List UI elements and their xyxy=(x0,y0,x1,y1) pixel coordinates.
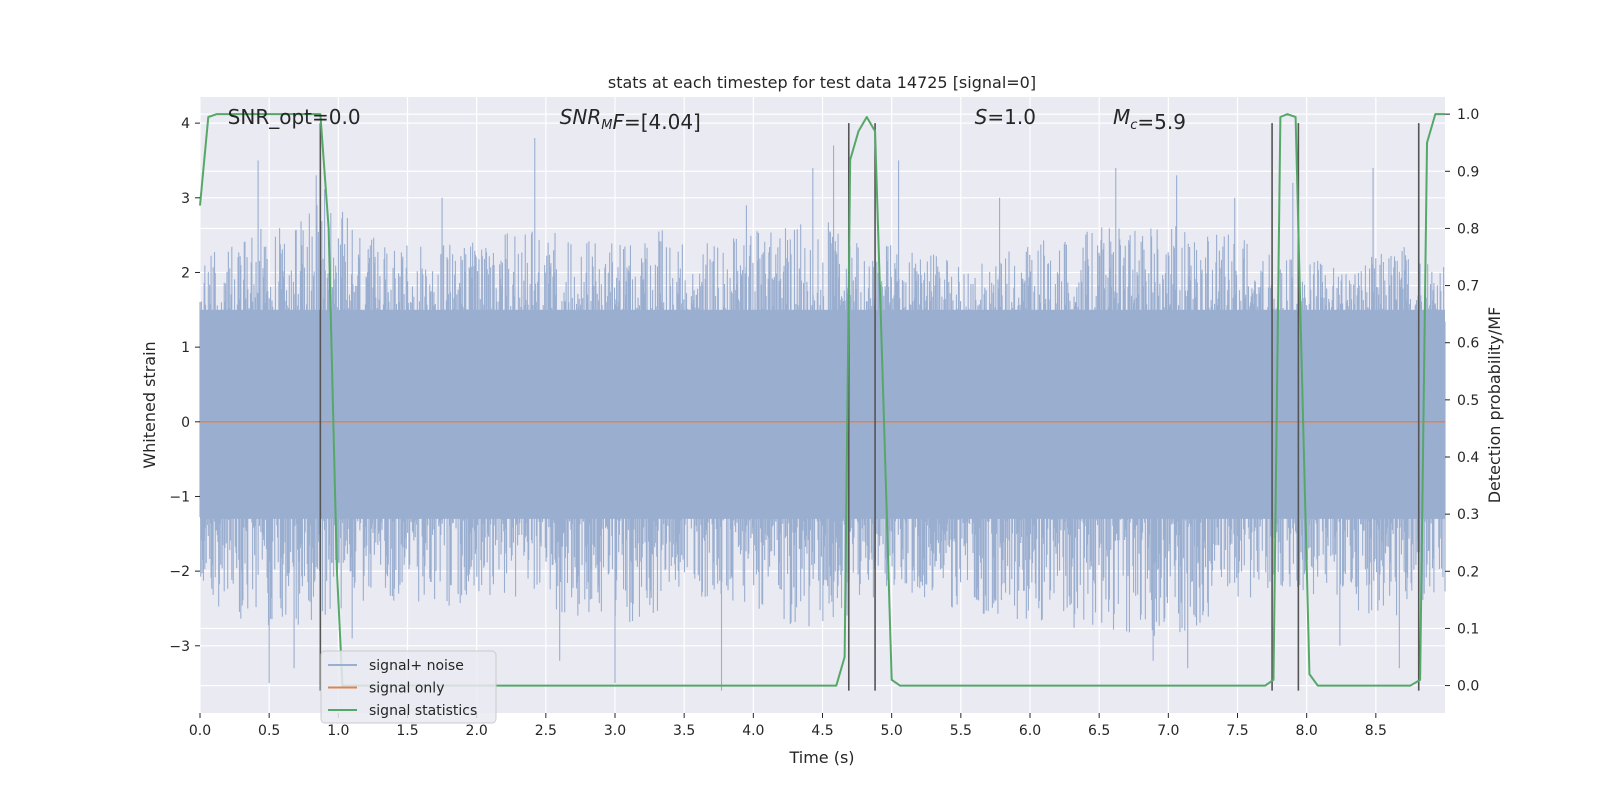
x-tick-label: 6.5 xyxy=(1088,723,1110,739)
y-tick-label: 3 xyxy=(181,191,190,207)
y-tick-label: 4 xyxy=(181,116,190,132)
y2-tick-label: 0.4 xyxy=(1457,450,1479,466)
x-tick-label: 1.0 xyxy=(327,723,349,739)
y2-tick-label: 0.0 xyxy=(1457,679,1479,695)
annotation-part: M xyxy=(601,118,612,133)
annotation-part: =1.0 xyxy=(987,105,1036,129)
annotation-part: S xyxy=(975,105,988,129)
y2-tick-label: 0.9 xyxy=(1457,164,1479,180)
legend: signal+ noise signal only signal statistic… xyxy=(320,650,497,724)
annotation-part: SNR xyxy=(560,105,602,129)
series-signal-statistics xyxy=(199,113,1445,687)
x-tick-label: 2.0 xyxy=(466,723,488,739)
annotation-part: M xyxy=(1113,105,1130,129)
y2-axis-label: Detection probability/MF xyxy=(1485,307,1504,504)
x-tick-label: 8.5 xyxy=(1365,723,1387,739)
y2-tick-label: 1.0 xyxy=(1457,107,1479,123)
x-tick-label: 5.5 xyxy=(950,723,972,739)
x-tick-label: 4.5 xyxy=(811,723,833,739)
x-axis-label: Time (s) xyxy=(788,748,854,767)
annotation-part: =5.9 xyxy=(1137,110,1186,134)
y2-tick-label: 0.7 xyxy=(1457,279,1479,295)
x-tick-label: 5.0 xyxy=(881,723,903,739)
y-tick-label: −2 xyxy=(169,564,190,580)
y-tick-label: 2 xyxy=(181,265,190,281)
y-tick-label: 1 xyxy=(181,340,190,356)
x-tick-label: 4.0 xyxy=(742,723,764,739)
legend-box xyxy=(320,650,497,724)
y2-tick-label: 0.3 xyxy=(1457,507,1479,523)
annotation-part: =[4.04] xyxy=(624,110,701,134)
x-tick-label: 3.5 xyxy=(673,723,695,739)
legend-label: signal only xyxy=(369,681,444,697)
x-tick-label: 3.0 xyxy=(604,723,626,739)
chart-title: stats at each timestep for test data 147… xyxy=(608,73,1036,92)
y2-tick-label: 0.8 xyxy=(1457,221,1479,237)
annotation-text: S=1.0 xyxy=(975,105,1036,129)
x-tick-label: 1.5 xyxy=(396,723,418,739)
y-tick-label: −1 xyxy=(169,489,190,505)
axes: 0.0 0.5 1.0 1.5 2.0 2.5 3.0 3.5 4.0 4.5 5.0 5.5 6.0 6… xyxy=(169,107,1479,739)
annotation-part: F xyxy=(612,110,624,134)
annotation-part: SNR_opt=0.0 xyxy=(228,105,361,129)
y2-tick-label: 0.6 xyxy=(1457,336,1479,352)
series-signal-noise xyxy=(199,138,1446,691)
y-tick-label: −3 xyxy=(169,639,190,655)
annotation-text: SNR_opt=0.0 xyxy=(228,105,361,129)
annotation-text: Mc=5.9 xyxy=(1113,105,1186,134)
y-axis-label: Whitened strain xyxy=(140,341,159,468)
x-tick-label: 7.0 xyxy=(1157,723,1179,739)
x-tick-label: 7.5 xyxy=(1226,723,1248,739)
signal-statistics-line xyxy=(199,113,1445,687)
legend-label: signal+ noise xyxy=(369,658,464,674)
legend-label: signal statistics xyxy=(369,703,477,719)
y2-tick-label: 0.5 xyxy=(1457,393,1479,409)
x-tick-label: 6.0 xyxy=(1019,723,1041,739)
y2-tick-label: 0.2 xyxy=(1457,564,1479,580)
annotation-part: c xyxy=(1130,118,1137,133)
x-tick-label: 8.0 xyxy=(1296,723,1318,739)
annotations: SNR_opt=0.0 SNRMF=[4.04] S=1.0 Mc=5.9 xyxy=(228,105,1186,134)
y-tick-label: 0 xyxy=(181,415,190,431)
x-tick-label: 0.5 xyxy=(258,723,280,739)
annotation-text: SNRMF=[4.04] xyxy=(560,105,701,134)
y2-tick-label: 0.1 xyxy=(1457,621,1479,637)
x-tick-label: 2.5 xyxy=(535,723,557,739)
noise-trace xyxy=(199,138,1446,691)
x-tick-label: 0.0 xyxy=(189,723,211,739)
